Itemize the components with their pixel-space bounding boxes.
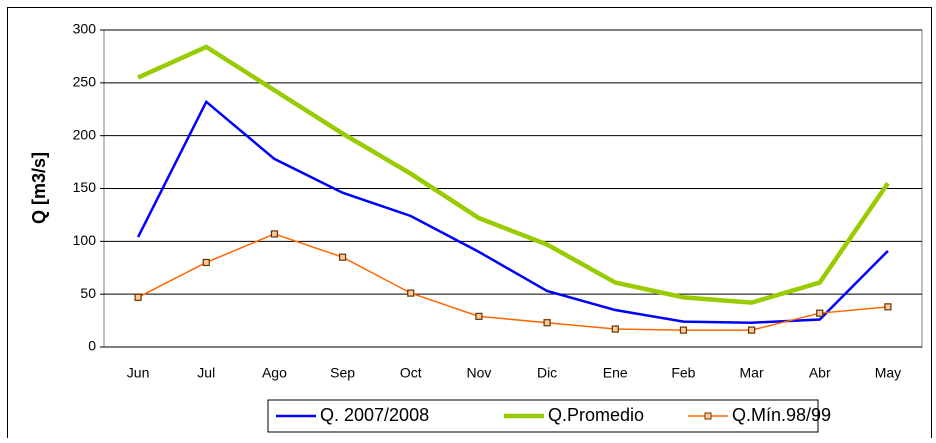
legend-marker (704, 412, 712, 420)
y-tick-label: 200 (73, 126, 97, 142)
data-point (338, 253, 347, 261)
data-point (679, 326, 688, 334)
x-tick-label: Dic (537, 365, 557, 381)
data-point (543, 319, 551, 327)
data-point (475, 312, 483, 320)
series-line (137, 233, 888, 331)
data-point (747, 326, 756, 334)
x-tick-label: Sep (330, 365, 355, 381)
series-line (136, 99, 889, 324)
y-tick-label: 250 (73, 74, 97, 90)
x-tick-label: Ene (603, 365, 628, 381)
legend-label: Q. 2007/2008 (320, 405, 429, 425)
data-point (407, 289, 415, 297)
data-point (611, 325, 619, 333)
legend-label: Q.Promedio (548, 405, 644, 425)
y-axis-label: Q [m3/s] (29, 152, 49, 224)
x-tick-label: Feb (671, 365, 695, 381)
y-tick-label: 50 (80, 285, 96, 301)
x-tick-label: Ago (262, 365, 287, 381)
data-point (884, 303, 892, 311)
x-tick-label: Jul (197, 365, 215, 381)
x-tick-label: Mar (740, 365, 764, 381)
series-line (137, 44, 890, 305)
legend-label: Q.Mín.98/99 (732, 405, 831, 425)
x-tick-label: Nov (466, 365, 491, 381)
data-point (202, 258, 210, 267)
x-tick-label: Oct (400, 365, 422, 381)
y-tick-label: 100 (73, 232, 97, 248)
data-point (134, 293, 142, 301)
x-tick-label: Abr (809, 365, 831, 381)
y-tick-label: 300 (73, 21, 97, 37)
data-point (816, 309, 824, 317)
x-tick-label: May (875, 365, 901, 381)
x-tick-label: Jun (127, 365, 150, 381)
y-tick-label: 150 (73, 179, 97, 195)
data-point (270, 230, 279, 238)
y-tick-label: 0 (88, 338, 96, 354)
